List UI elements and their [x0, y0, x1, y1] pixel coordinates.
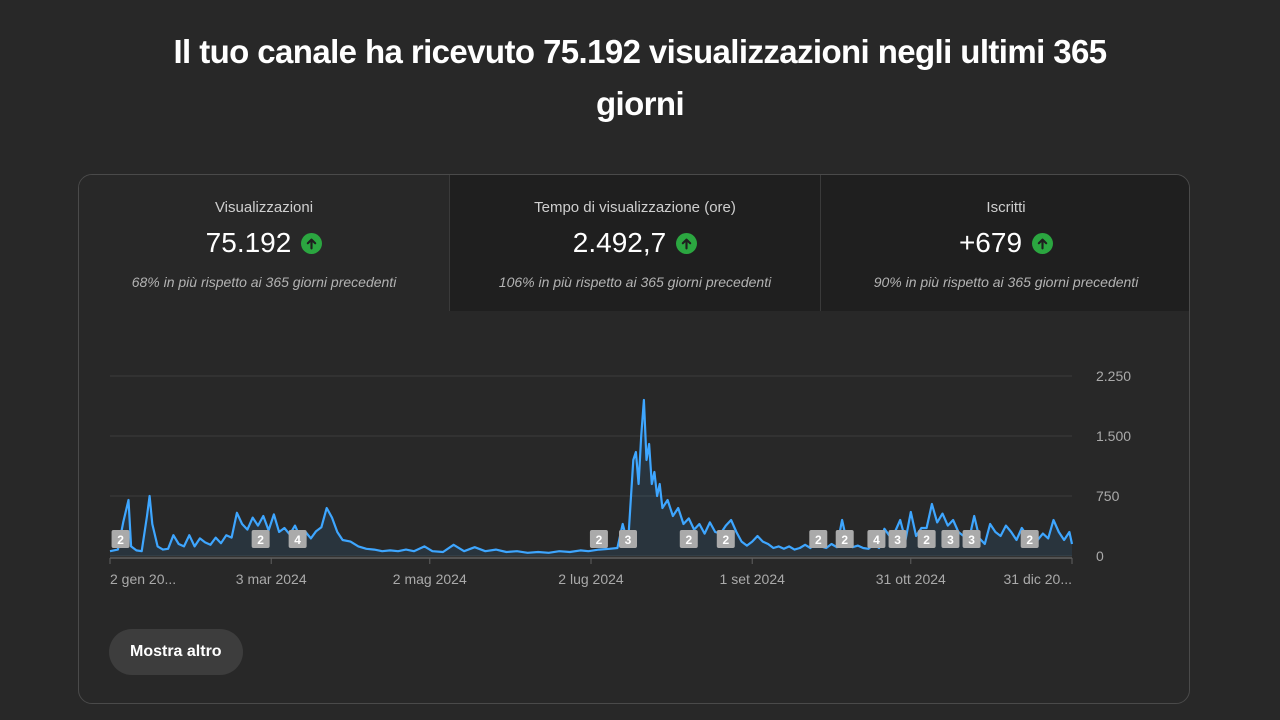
tab-watch-time-label: Tempo di visualizzazione (ore) [534, 199, 736, 216]
video-marker: 2 [1020, 530, 1039, 548]
video-marker-box [962, 530, 981, 548]
tab-subscribers[interactable]: Iscritti +679 90% in più rispetto ai 365… [820, 175, 1189, 311]
y-tick-label: 0 [1096, 548, 1104, 564]
tab-watch-time[interactable]: Tempo di visualizzazione (ore) 2.492,7 1… [449, 175, 820, 311]
tab-subscribers-note: 90% in più rispetto ai 365 giorni preced… [873, 274, 1139, 290]
video-marker-box [619, 530, 637, 548]
video-marker-box [679, 530, 698, 548]
video-marker-box [251, 530, 270, 548]
video-marker: 2 [716, 530, 735, 548]
x-tick-label: 2 lug 2024 [558, 571, 624, 587]
y-tick-label: 1.500 [1096, 428, 1131, 444]
video-marker-label: 2 [117, 533, 124, 547]
video-marker-box [835, 530, 854, 548]
analytics-card: Visualizzazioni 75.192 68% in più rispet… [78, 174, 1190, 704]
tab-views[interactable]: Visualizzazioni 75.192 68% in più rispet… [79, 175, 449, 311]
video-marker: 2 [251, 530, 270, 548]
x-tick-label: 1 set 2024 [720, 571, 786, 587]
video-marker-label: 2 [923, 533, 930, 547]
tab-views-label: Visualizzazioni [214, 199, 314, 216]
series-line [109, 398, 1074, 554]
video-marker: 2 [835, 530, 854, 548]
show-more-button[interactable]: Mostra altro [109, 629, 243, 675]
video-marker-label: 2 [685, 533, 692, 547]
video-marker-label: 2 [722, 533, 729, 547]
x-tick-label: 31 ott 2024 [876, 571, 946, 587]
video-marker: 2 [917, 530, 936, 548]
video-marker-box [1020, 530, 1039, 548]
video-marker: 4 [288, 530, 307, 548]
video-marker: 2 [111, 530, 130, 548]
video-marker-box [867, 530, 886, 548]
video-marker: 2 [589, 530, 608, 548]
y-tick-label: 2.250 [1096, 368, 1131, 384]
video-marker-label: 2 [841, 533, 848, 547]
tab-watch-time-note: 106% in più rispetto ai 365 giorni prece… [498, 274, 772, 290]
tab-views-value: 75.192 [205, 227, 292, 258]
video-marker: 3 [619, 530, 637, 548]
video-marker-box [288, 530, 307, 548]
video-marker: 4 [867, 530, 886, 548]
video-marker-box [111, 530, 130, 548]
video-marker-label: 3 [947, 533, 954, 547]
tab-subscribers-value: +679 [958, 227, 1023, 258]
video-marker-label: 2 [1026, 533, 1033, 547]
trend-up-icon [1032, 232, 1054, 254]
video-marker-label: 2 [815, 533, 822, 547]
video-marker-label: 2 [596, 533, 603, 547]
y-tick-label: 750 [1096, 488, 1120, 504]
video-marker-box [941, 530, 960, 548]
video-marker: 2 [809, 530, 828, 548]
tab-views-note: 68% in più rispetto ai 365 giorni preced… [131, 274, 397, 290]
trend-up-icon [676, 232, 698, 254]
x-tick-label: 2 mag 2024 [393, 571, 467, 587]
video-marker: 2 [679, 530, 698, 548]
video-marker-label: 3 [625, 533, 632, 547]
video-marker-box [589, 530, 608, 548]
tab-subscribers-label: Iscritti [986, 199, 1026, 216]
video-marker: 3 [941, 530, 960, 548]
video-marker: 3 [888, 530, 907, 548]
video-marker: 3 [962, 530, 981, 548]
x-tick-label: 2 gen 20... [110, 571, 176, 587]
metric-tabs: Visualizzazioni 75.192 68% in più rispet… [79, 175, 1189, 311]
video-marker-box [917, 530, 936, 548]
video-marker-label: 3 [968, 533, 975, 547]
page-headline: Il tuo canale ha ricevuto 75.192 visuali… [173, 33, 1107, 122]
x-tick-label: 3 mar 2024 [236, 571, 307, 587]
tab-watch-time-value: 2.492,7 [572, 227, 667, 258]
video-marker-label: 3 [894, 533, 901, 547]
video-marker-label: 2 [257, 533, 264, 547]
video-marker-box [716, 530, 735, 548]
trend-up-icon [301, 232, 323, 254]
video-marker-box [809, 530, 828, 548]
video-marker-label: 4 [294, 533, 301, 547]
video-marker-box [888, 530, 907, 548]
video-marker-label: 4 [873, 533, 880, 547]
x-tick-label: 31 dic 20... [1004, 571, 1073, 587]
